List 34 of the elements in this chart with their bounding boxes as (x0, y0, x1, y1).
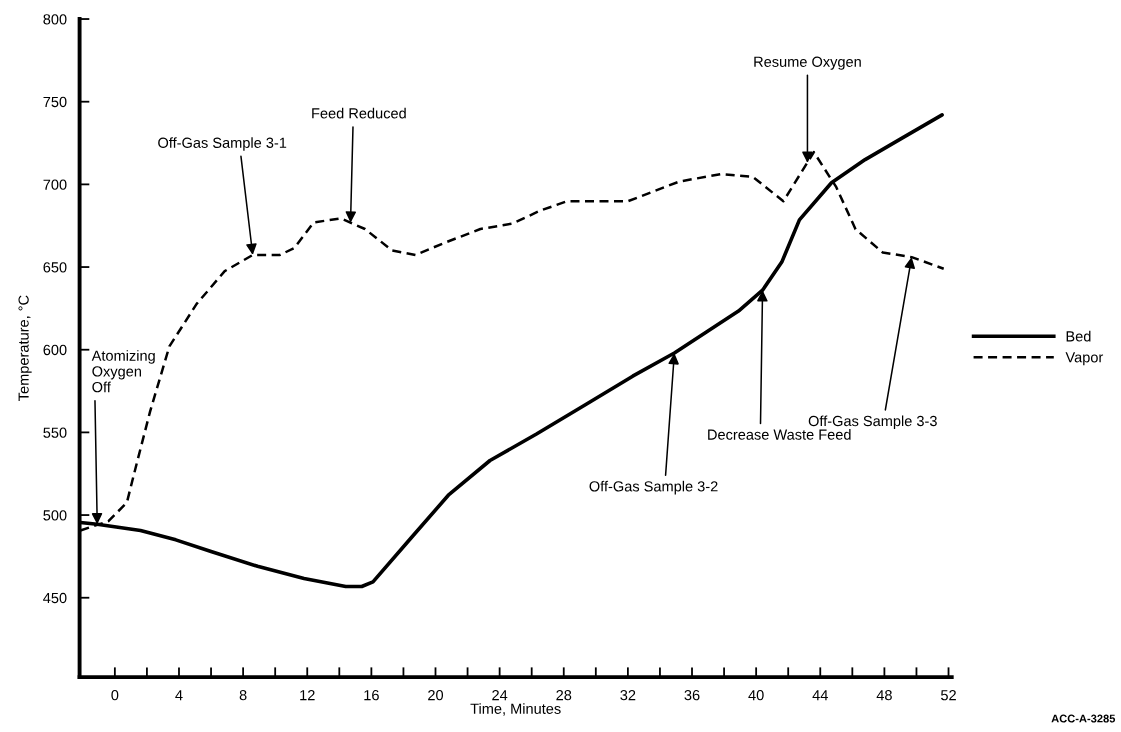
text: Bed (1066, 330, 1091, 342)
x-tick-label: 16 (364, 689, 379, 701)
annotation: Off-Gas Sample 3-2 (589, 480, 718, 495)
x-tick-label: 8 (239, 689, 247, 701)
x-tick-label: 4 (175, 690, 183, 701)
x-tick-label: 20 (428, 689, 444, 701)
x-tick-label: 48 (876, 689, 892, 701)
y-tick-label: 500 (43, 510, 67, 521)
y-tick-label: 750 (43, 96, 67, 108)
x-tick-label: 28 (556, 689, 572, 701)
annotation: Off-Gas Sample 3-1 (158, 137, 287, 151)
x-tick-label: 0 (111, 689, 119, 701)
x-tick-label: 36 (684, 689, 700, 701)
x-tick-label: 24 (492, 689, 508, 701)
y-tick-label: 450 (43, 592, 67, 604)
x-axis-title: Time, Minutes (470, 703, 561, 716)
y-tick-label: 650 (43, 262, 67, 273)
x-tick-label: 44 (812, 690, 828, 701)
annotation: Decrease Waste Feed (708, 429, 851, 440)
annotation: Off-Gas Sample 3-3 (808, 415, 937, 430)
x-tick-label: 12 (300, 689, 315, 701)
annotation: Feed Reduced (312, 107, 406, 119)
y-tick-label: 550 (43, 427, 67, 438)
y-tick-label: 700 (43, 179, 67, 190)
text: Vapor (1065, 352, 1104, 366)
x-tick-label: 40 (748, 689, 764, 701)
y-tick-label: 800 (43, 14, 67, 25)
x-tick-label: 52 (941, 689, 956, 701)
annotation: Atomizing Oxygen Off (91, 350, 155, 393)
y-axis-title: Temperature, °C (18, 295, 32, 401)
text: ACC-A-3285 (1051, 714, 1116, 723)
annotation: Resume Oxygen (754, 56, 861, 70)
x-tick-label: 32 (620, 689, 636, 701)
y-tick-label: 600 (43, 344, 67, 356)
